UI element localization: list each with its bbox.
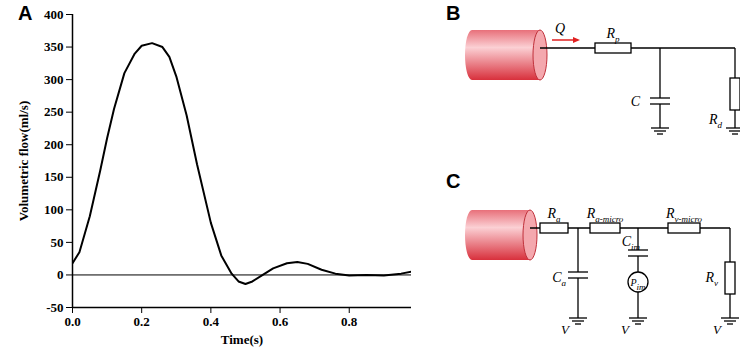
svg-text:C: C	[631, 94, 641, 109]
svg-text:Rv: Rv	[704, 270, 718, 288]
svg-text:0: 0	[57, 267, 64, 282]
svg-text:V: V	[713, 322, 723, 337]
svg-text:Q: Q	[555, 21, 565, 36]
svg-text:0.6: 0.6	[272, 314, 289, 329]
svg-text:Cim: Cim	[622, 234, 641, 252]
svg-text:100: 100	[44, 202, 64, 217]
svg-text:V: V	[561, 322, 571, 337]
svg-text:Time(s): Time(s)	[221, 332, 263, 347]
svg-text:150: 150	[44, 169, 64, 184]
svg-text:Rp: Rp	[605, 26, 620, 44]
svg-text:V: V	[621, 322, 631, 337]
svg-text:50: 50	[51, 235, 64, 250]
html-text:C: C	[446, 170, 461, 192]
svg-text:250: 250	[44, 104, 64, 119]
svg-text:0.4: 0.4	[203, 314, 220, 329]
svg-text:Ra: Ra	[546, 206, 561, 224]
svg-text:Rd: Rd	[708, 112, 723, 130]
svg-text:300: 300	[44, 72, 64, 87]
svg-text:Pim: Pim	[629, 277, 646, 292]
svg-text:Rv-micro: Rv-micro	[665, 206, 703, 224]
svg-text:Volumetric flow(ml/s): Volumetric flow(ml/s)	[16, 101, 31, 221]
svg-text:0.0: 0.0	[64, 314, 80, 329]
html-text:A: A	[18, 2, 33, 24]
svg-text:350: 350	[44, 39, 64, 54]
svg-text:Ca: Ca	[552, 270, 566, 288]
svg-text:-50: -50	[46, 300, 63, 315]
html-text:B: B	[446, 2, 461, 24]
svg-text:0.2: 0.2	[134, 314, 150, 329]
svg-text:200: 200	[44, 137, 64, 152]
svg-text:Ra-micro: Ra-micro	[586, 206, 624, 224]
svg-text:0.8: 0.8	[341, 314, 358, 329]
svg-text:400: 400	[44, 7, 64, 22]
